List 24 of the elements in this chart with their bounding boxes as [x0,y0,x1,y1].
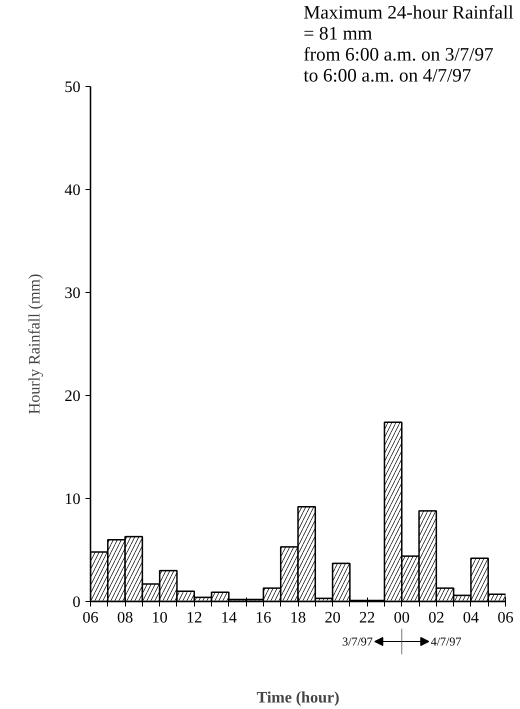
y-tick-label: 10 [64,491,80,508]
y-tick-label: 0 [72,594,80,611]
text: 4/7/97 [430,634,462,648]
x-axis-title: Time (hour) [256,690,340,706]
x-tick-label: 00 [394,610,410,626]
x-tick-label: 22 [359,610,376,626]
y-tick-label: 50 [64,79,80,96]
x-tick-label: 06 [498,610,514,626]
x-tick-label: 12 [186,610,202,626]
x-tick-label: 16 [255,610,272,626]
y-axis-title: Hourly Rainfall (mm) [26,274,44,414]
x-tick-label: 20 [324,610,341,626]
y-tick-label: 30 [64,285,80,302]
x-tick-label: 18 [290,610,306,626]
x-tick-label: 02 [428,610,444,626]
x-tick-label: 08 [117,610,134,626]
y-tick-label: 20 [64,388,80,405]
x-tick-label: 14 [220,610,237,626]
y-tick-label: 40 [64,182,80,199]
annotation: Maximum 24-hour Rainfall = 81 mm from 6:00 a.m. on 3/7/97 to 6:00 a.m. on 4/7/97 [303,2,514,86]
x-tick-label: 10 [152,610,168,626]
x-tick-label: 04 [462,610,479,626]
text: 3/7/97 [342,634,373,648]
x-tick-label: 06 [82,610,98,626]
